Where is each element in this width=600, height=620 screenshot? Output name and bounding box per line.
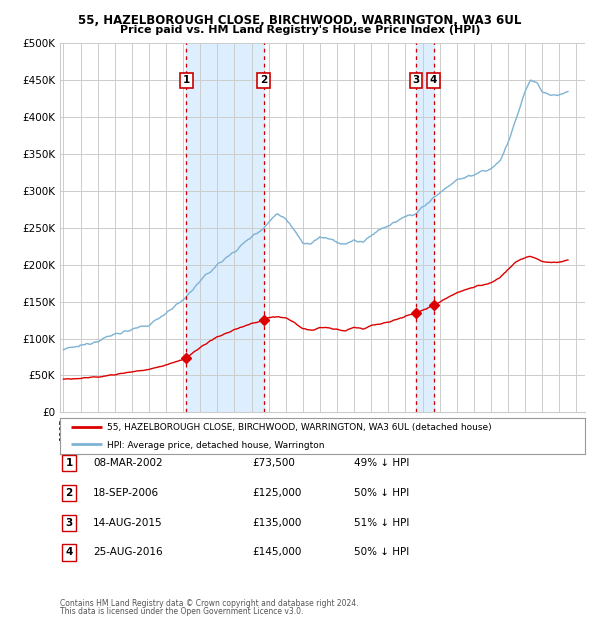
Text: 08-MAR-2002: 08-MAR-2002 (93, 458, 163, 468)
Text: 3: 3 (412, 75, 419, 86)
Text: 1: 1 (65, 458, 73, 468)
Text: 2: 2 (260, 75, 267, 86)
Text: 50% ↓ HPI: 50% ↓ HPI (354, 547, 409, 557)
Text: 55, HAZELBOROUGH CLOSE, BIRCHWOOD, WARRINGTON, WA3 6UL: 55, HAZELBOROUGH CLOSE, BIRCHWOOD, WARRI… (79, 14, 521, 27)
Text: Contains HM Land Registry data © Crown copyright and database right 2024.: Contains HM Land Registry data © Crown c… (60, 598, 359, 608)
Text: 4: 4 (430, 75, 437, 86)
Text: 4: 4 (65, 547, 73, 557)
Text: £145,000: £145,000 (252, 547, 301, 557)
Text: 14-AUG-2015: 14-AUG-2015 (93, 518, 163, 528)
Text: 1: 1 (183, 75, 190, 86)
Bar (416, 43, 434, 412)
Text: 3: 3 (65, 518, 73, 528)
Text: 2: 2 (65, 488, 73, 498)
Text: 55, HAZELBOROUGH CLOSE, BIRCHWOOD, WARRINGTON, WA3 6UL (detached house): 55, HAZELBOROUGH CLOSE, BIRCHWOOD, WARRI… (107, 423, 492, 432)
Text: 50% ↓ HPI: 50% ↓ HPI (354, 488, 409, 498)
Text: HPI: Average price, detached house, Warrington: HPI: Average price, detached house, Warr… (107, 441, 325, 450)
Text: 25-AUG-2016: 25-AUG-2016 (93, 547, 163, 557)
Text: 18-SEP-2006: 18-SEP-2006 (93, 488, 159, 498)
Text: £135,000: £135,000 (252, 518, 301, 528)
Text: This data is licensed under the Open Government Licence v3.0.: This data is licensed under the Open Gov… (60, 607, 304, 616)
Text: Price paid vs. HM Land Registry's House Price Index (HPI): Price paid vs. HM Land Registry's House … (120, 25, 480, 35)
Text: £125,000: £125,000 (252, 488, 301, 498)
Bar (187, 43, 263, 412)
Text: 49% ↓ HPI: 49% ↓ HPI (354, 458, 409, 468)
Text: £73,500: £73,500 (252, 458, 295, 468)
Text: 51% ↓ HPI: 51% ↓ HPI (354, 518, 409, 528)
